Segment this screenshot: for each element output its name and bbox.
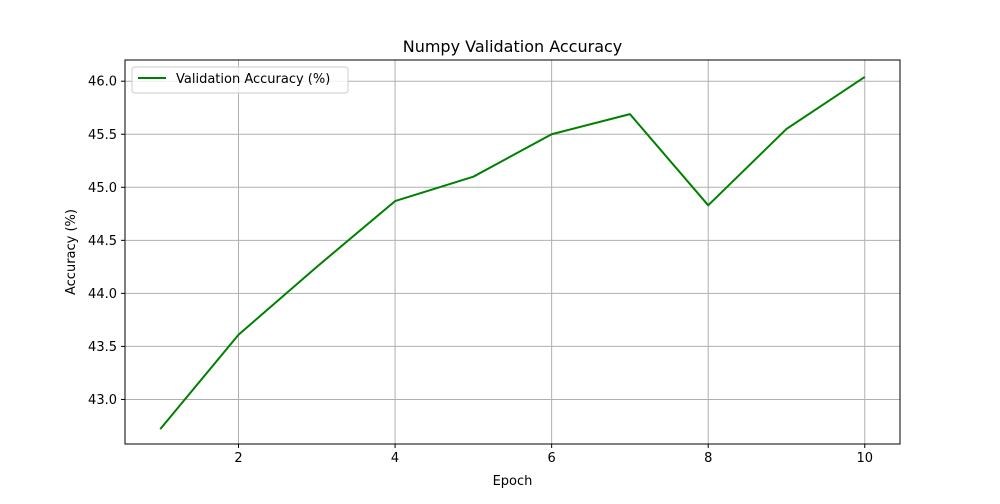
x-tick-label: 8	[704, 451, 712, 466]
grid	[125, 60, 900, 444]
data-point	[238, 334, 240, 336]
x-tick-label: 4	[391, 451, 399, 466]
chart-title: Numpy Validation Accuracy	[403, 37, 623, 56]
plot-area-frame	[124, 59, 901, 445]
data-point	[707, 204, 709, 206]
y-axis-label: Accuracy (%)	[64, 209, 79, 295]
y-tick-label: 45.0	[88, 181, 117, 196]
y-tick-label: 43.5	[88, 340, 117, 355]
data-point	[316, 266, 318, 268]
data-point	[159, 428, 161, 430]
series-line	[159, 76, 866, 430]
x-tick-label: 6	[548, 451, 556, 466]
y-tick-label: 43.0	[88, 393, 117, 408]
data-point	[472, 176, 474, 178]
legend-box	[131, 66, 349, 94]
data-point	[629, 113, 631, 115]
y-tick-label: 44.0	[88, 287, 117, 302]
data-point	[394, 200, 396, 202]
x-axis-label: Epoch	[493, 474, 533, 489]
axis-ticks: 2 4 6 8 10 43.0 43.5 44.0 44.5 45.0 45.5 46.0	[88, 75, 873, 466]
x-tick-label: 2	[234, 451, 242, 466]
data-point	[785, 128, 787, 130]
x-tick-label: 10	[856, 451, 873, 466]
legend-label: Validation Accuracy (%)	[176, 72, 330, 87]
legend: Validation Accuracy (%)	[131, 66, 349, 94]
data-point	[864, 76, 866, 78]
y-tick-label: 45.5	[88, 128, 117, 143]
y-tick-label: 44.5	[88, 234, 117, 249]
data-point	[551, 133, 553, 135]
series-layer	[159, 76, 866, 430]
y-tick-label: 46.0	[88, 75, 117, 90]
